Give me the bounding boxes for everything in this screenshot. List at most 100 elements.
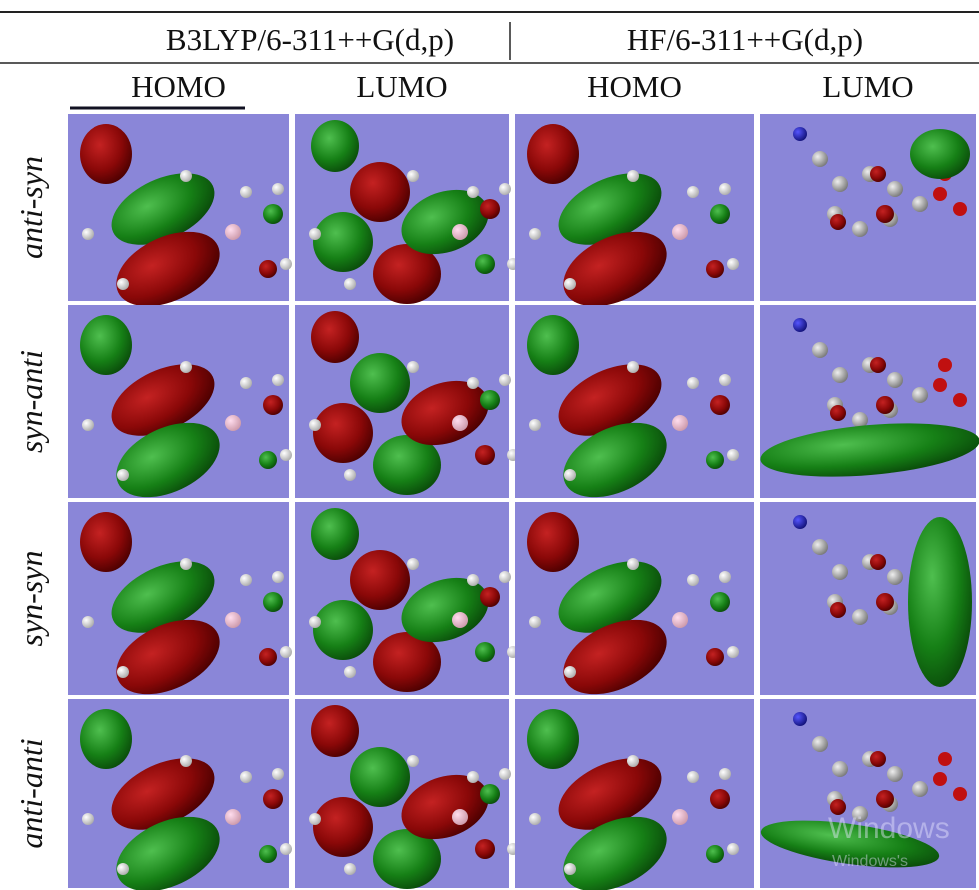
- atom: [812, 342, 828, 358]
- orbital-image: [295, 305, 519, 498]
- lobe: [706, 845, 724, 863]
- orbital-image: [68, 502, 292, 709]
- lobe: [876, 593, 894, 611]
- lobe: [350, 162, 410, 222]
- atom: [240, 771, 252, 783]
- atom: [272, 768, 284, 780]
- atom: [82, 419, 94, 431]
- atom: [467, 574, 479, 586]
- atom: [117, 863, 129, 875]
- atom: [117, 666, 129, 678]
- atom: [407, 755, 419, 767]
- orbital-label: LUMO: [822, 69, 913, 104]
- orbital-image: [760, 502, 976, 695]
- lobe: [706, 648, 724, 666]
- atom: [793, 127, 807, 141]
- atom: [240, 377, 252, 389]
- atom: [180, 558, 192, 570]
- atom: [225, 612, 241, 628]
- atom: [852, 221, 868, 237]
- atom: [887, 181, 903, 197]
- lobe: [870, 166, 886, 182]
- atom: [309, 616, 321, 628]
- atom: [687, 186, 699, 198]
- lobe: [313, 403, 373, 463]
- atom: [180, 755, 192, 767]
- atom: [627, 361, 639, 373]
- atom: [117, 469, 129, 481]
- lobe: [480, 587, 500, 607]
- lobe: [870, 751, 886, 767]
- atom: [933, 187, 947, 201]
- atom: [627, 755, 639, 767]
- lobe: [313, 212, 373, 272]
- atom: [832, 761, 848, 777]
- atom: [225, 809, 241, 825]
- atom: [832, 564, 848, 580]
- atom: [887, 372, 903, 388]
- atom: [564, 863, 576, 875]
- lobe: [710, 789, 730, 809]
- atom: [280, 258, 292, 270]
- lobe: [527, 709, 579, 769]
- atom: [953, 393, 967, 407]
- atom: [117, 278, 129, 290]
- figure-table: B3LYP/6-311++G(d,p) HF/6-311++G(d,p) HOM…: [0, 0, 979, 890]
- atom: [933, 772, 947, 786]
- atom: [812, 539, 828, 555]
- atom: [938, 752, 952, 766]
- atom: [499, 768, 511, 780]
- atom: [82, 616, 94, 628]
- atom: [793, 515, 807, 529]
- atom: [793, 318, 807, 332]
- atom: [180, 170, 192, 182]
- atom: [687, 574, 699, 586]
- atom: [687, 771, 699, 783]
- atom: [529, 419, 541, 431]
- atom: [627, 558, 639, 570]
- atom: [467, 186, 479, 198]
- atom: [272, 183, 284, 195]
- atom: [832, 367, 848, 383]
- lobe: [475, 839, 495, 859]
- lobe: [706, 260, 724, 278]
- orbital-label: LUMO: [356, 69, 447, 104]
- orbital-label: HOMO: [587, 69, 682, 104]
- atom: [309, 813, 321, 825]
- orbital-image: [68, 305, 292, 512]
- lobe: [80, 709, 132, 769]
- atom: [499, 571, 511, 583]
- atom: [912, 387, 928, 403]
- row-label: anti-syn: [13, 156, 49, 259]
- atom: [719, 768, 731, 780]
- atom: [82, 228, 94, 240]
- lobe: [870, 357, 886, 373]
- method-label: B3LYP/6-311++G(d,p): [166, 22, 454, 57]
- atom: [309, 419, 321, 431]
- atom: [912, 781, 928, 797]
- lobe: [313, 797, 373, 857]
- lobe: [480, 784, 500, 804]
- lobe: [710, 204, 730, 224]
- atom: [529, 616, 541, 628]
- lobe: [80, 315, 132, 375]
- lobe: [830, 405, 846, 421]
- row-label: syn-syn: [13, 551, 49, 647]
- atom: [82, 813, 94, 825]
- lobe: [311, 120, 359, 172]
- atom: [240, 574, 252, 586]
- orbital-image: [295, 502, 519, 695]
- atom: [727, 646, 739, 658]
- lobe: [830, 602, 846, 618]
- lobe: [80, 124, 132, 184]
- atom: [719, 183, 731, 195]
- lobe: [876, 790, 894, 808]
- watermark: Windows: [828, 812, 950, 845]
- lobe: [475, 642, 495, 662]
- atom: [499, 374, 511, 386]
- lobe: [910, 129, 970, 179]
- atom: [953, 787, 967, 801]
- atom: [719, 571, 731, 583]
- orbital-image: [515, 114, 754, 321]
- orbital-image: [68, 699, 292, 890]
